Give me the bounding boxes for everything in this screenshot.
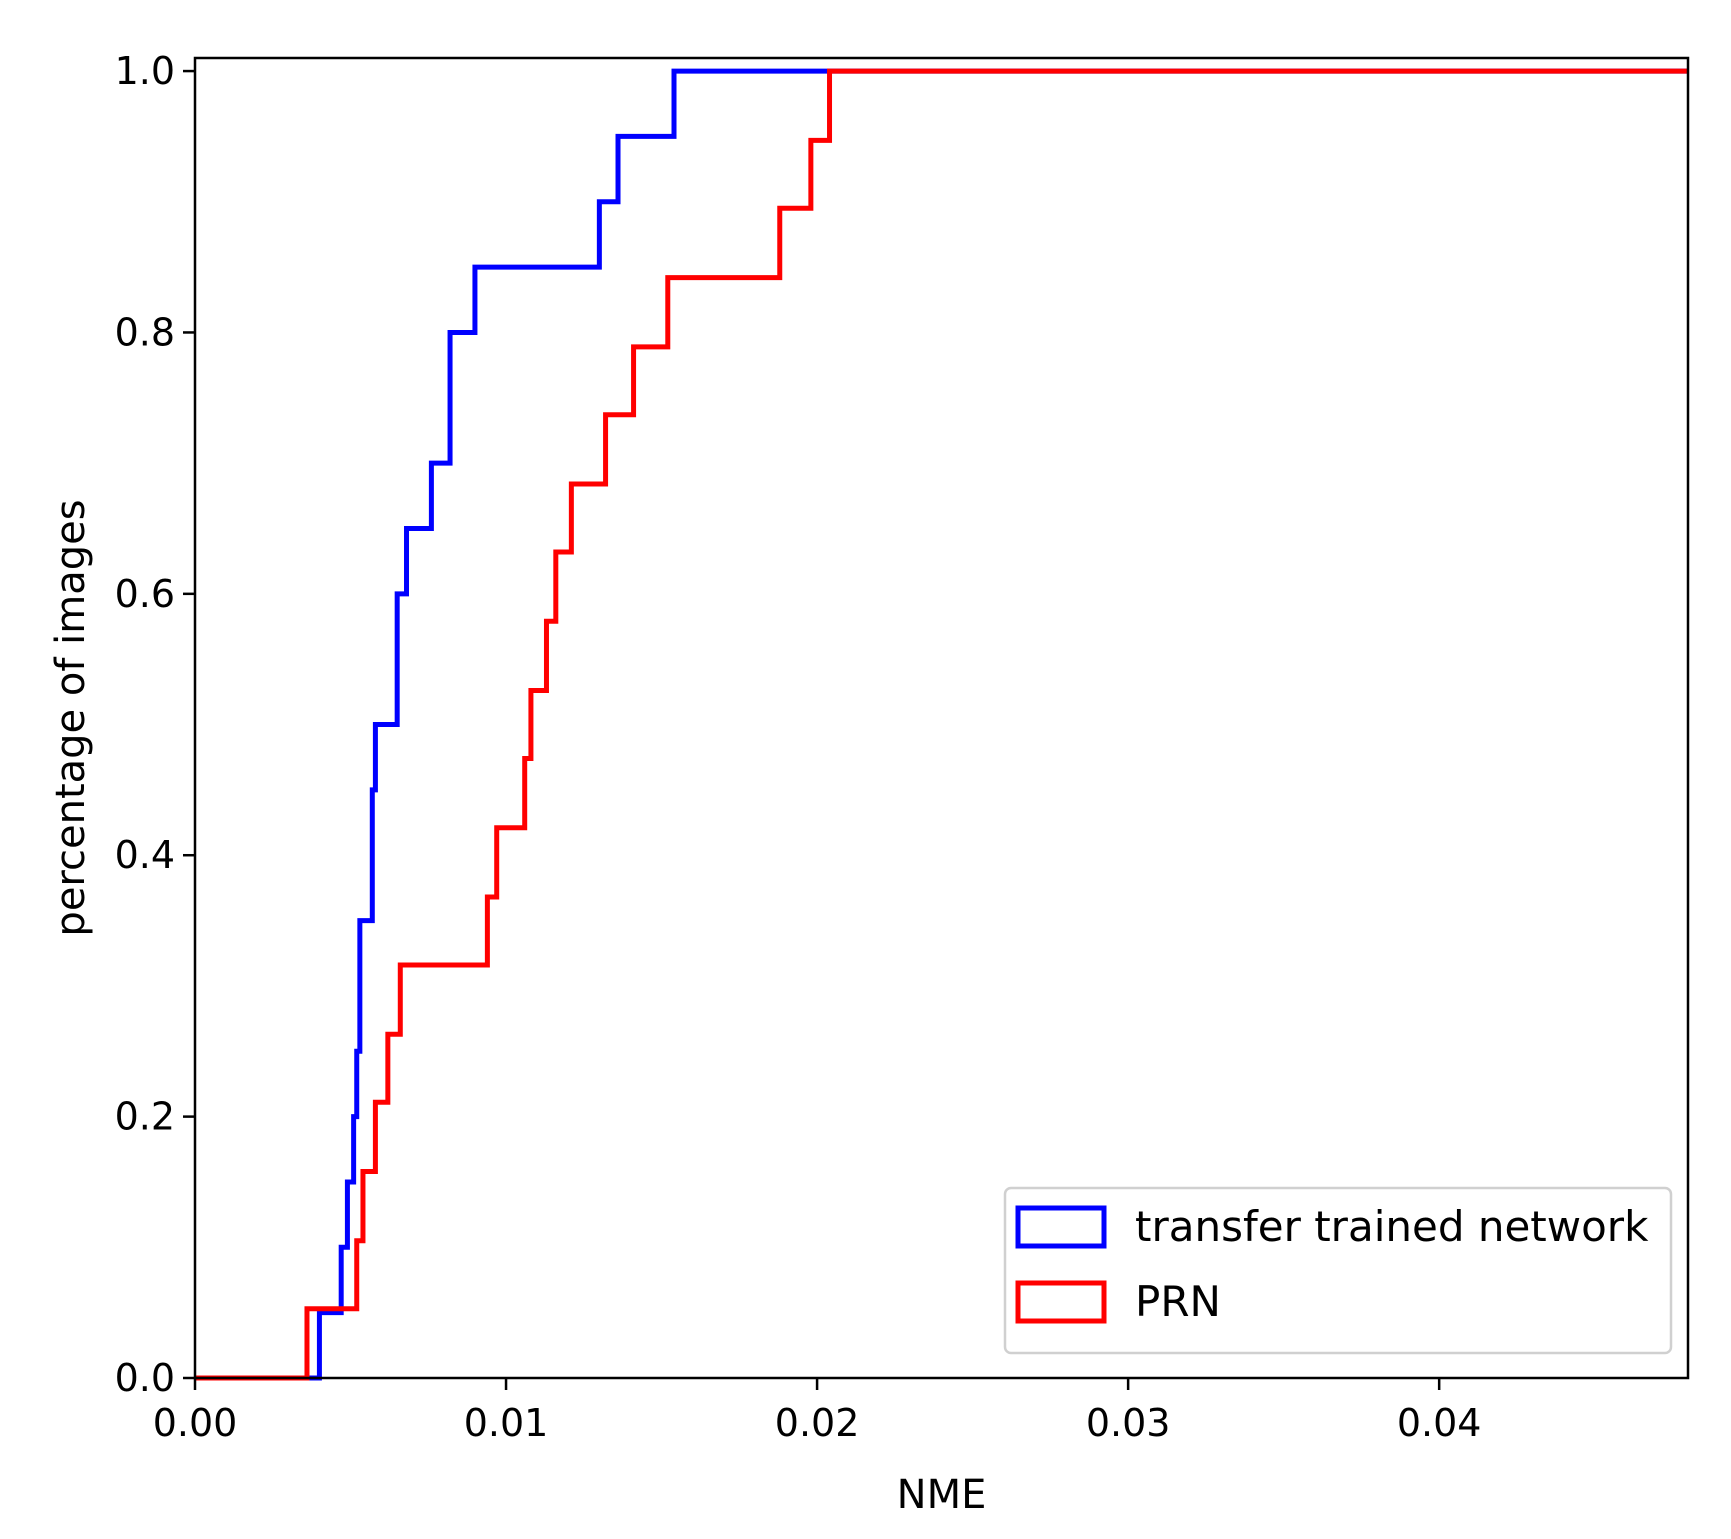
legend-label: transfer trained network xyxy=(1135,1202,1649,1251)
x-tick-label: 0.02 xyxy=(775,1401,860,1445)
y-tick-label: 0.2 xyxy=(115,1095,175,1139)
legend-box xyxy=(1003,1186,1673,1355)
y-tick-label: 1.0 xyxy=(115,49,175,93)
plot-lines xyxy=(195,68,1688,1381)
y-axis: 0.0 0.2 0.4 0.6 0.8 1.0 xyxy=(115,49,195,1400)
legend-label: PRN xyxy=(1135,1277,1221,1326)
series-line-1 xyxy=(195,68,1688,1381)
x-tick-label: 0.04 xyxy=(1397,1401,1482,1445)
x-axis: 0.00 0.01 0.02 0.03 0.04 xyxy=(153,1378,1482,1445)
y-tick-label: 0.0 xyxy=(115,1356,175,1400)
series-line-0 xyxy=(195,68,1688,1381)
x-tick-label: 0.01 xyxy=(464,1401,549,1445)
legend-swatch xyxy=(1015,1205,1107,1249)
legend: transfer trained network PRN xyxy=(1003,1186,1673,1355)
legend-swatch xyxy=(1015,1280,1107,1324)
plot-frame xyxy=(193,56,1690,1380)
y-tick-label: 0.8 xyxy=(115,310,175,354)
x-axis-label: NME xyxy=(897,1472,987,1518)
x-tick-label: 0.00 xyxy=(153,1401,238,1445)
y-tick-label: 0.6 xyxy=(115,572,175,616)
y-axis-label: percentage of images xyxy=(48,499,94,936)
x-tick-label: 0.03 xyxy=(1086,1401,1171,1445)
y-tick-label: 0.4 xyxy=(115,833,175,877)
